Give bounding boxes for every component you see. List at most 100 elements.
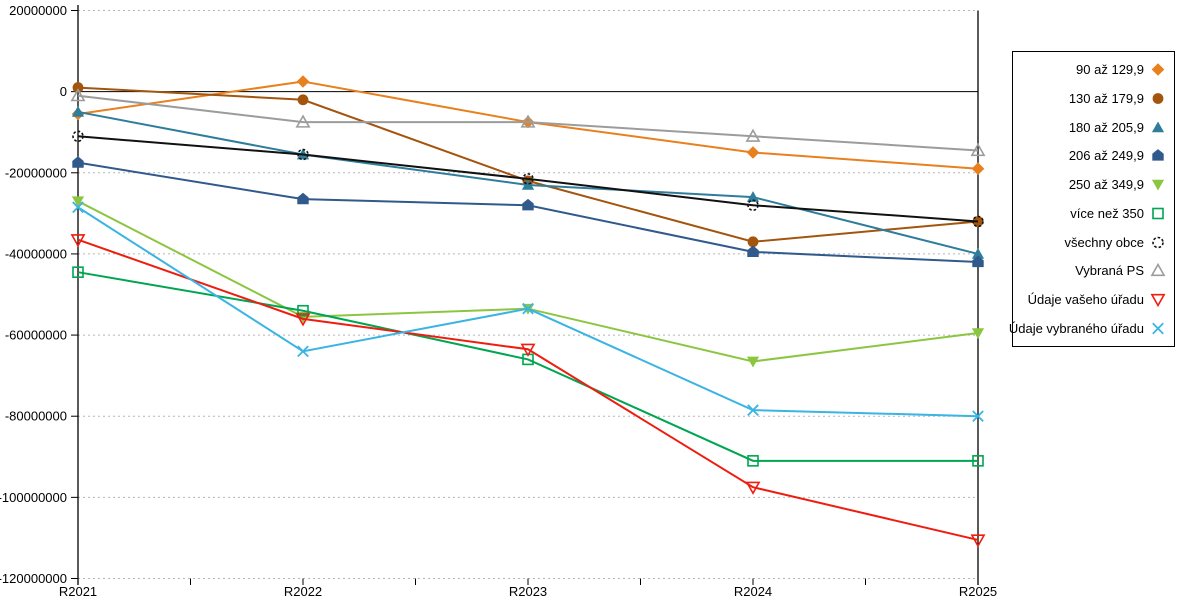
legend-marker-triangle-up-icon (1150, 263, 1166, 277)
marker-triangle-down (520, 343, 536, 357)
marker-pentagon (297, 192, 309, 205)
legend-item: Vybraná PS (1019, 263, 1166, 278)
marker-square (1152, 207, 1164, 220)
marker-triangle-down (1151, 179, 1165, 191)
legend-marker-x-icon (1152, 322, 1164, 335)
marker-triangle-up (71, 105, 85, 117)
marker-triangle-up (70, 88, 86, 102)
marker-circle (1152, 236, 1164, 248)
marker-circle (72, 130, 84, 143)
legend-item: 90 až 129,9 (1019, 62, 1166, 77)
marker-circle (522, 173, 534, 185)
legend-marker-triangle-up-icon (1151, 121, 1165, 132)
marker-triangle-up (745, 128, 761, 142)
marker-triangle-up (746, 191, 760, 202)
legend-item: 250 až 349,9 (1019, 177, 1166, 192)
marker-diamond (746, 146, 760, 159)
y-tick-label: -120000000 (0, 571, 67, 586)
legend-label: všechny obce (1064, 234, 1145, 250)
x-tick-label: R2024 (734, 584, 772, 599)
marker-circle (297, 94, 309, 106)
x-tick-label: R2021 (59, 584, 97, 599)
series-line (77, 238, 979, 541)
y-tick-label: 0 (60, 84, 67, 99)
legend-item: Údaje vybraného úřadu (1009, 321, 1166, 336)
legend-marker-diamond-icon (1151, 63, 1165, 76)
legend-item: 206 až 249,9 (1019, 148, 1166, 163)
series-line (77, 94, 979, 152)
marker-circle (747, 236, 759, 248)
marker-diamond (296, 75, 310, 88)
legend: 90 až 129,9 130 až 179,9 180 až 205,9 206 a… (1009, 51, 1175, 347)
legend-label: Vybraná PS (1075, 263, 1144, 279)
marker-triangle-up (970, 142, 986, 157)
legend-label: 130 až 179,9 (1068, 90, 1144, 106)
legend-label: více než 350 (1070, 205, 1144, 221)
marker-pentagon (972, 255, 984, 268)
marker-triangle-down (745, 481, 761, 495)
legend-label: 90 až 129,9 (1076, 62, 1144, 77)
marker-x (522, 302, 534, 315)
legend-label: 180 až 205,9 (1068, 119, 1144, 135)
marker-triangle-up (971, 247, 985, 259)
marker-square (297, 304, 309, 317)
series-line (77, 271, 978, 462)
legend-marker-square-icon (1152, 207, 1164, 220)
legend-marker-triangle-down-icon (1151, 179, 1165, 191)
marker-pentagon (72, 156, 84, 168)
marker-triangle-down (970, 534, 986, 548)
legend-label: Údaje vašeho úřadu (1027, 292, 1144, 308)
marker-x (1152, 322, 1164, 335)
legend-item: 180 až 205,9 (1019, 120, 1166, 135)
y-tick-label: -20000000 (5, 165, 67, 180)
legend-item: Údaje vašeho úřadu (1019, 292, 1166, 308)
marker-diamond (971, 162, 985, 176)
marker-triangle-up (1151, 121, 1165, 132)
marker-triangle-down (70, 234, 86, 248)
marker-circle (297, 148, 309, 161)
marker-triangle-up (1150, 263, 1166, 277)
marker-x (747, 404, 759, 416)
marker-pentagon (522, 198, 534, 211)
marker-triangle-down (1150, 294, 1166, 308)
legend-item: více než 350 (1019, 206, 1166, 221)
marker-circle (972, 215, 984, 228)
legend-marker-circle-icon (1152, 92, 1164, 104)
legend-marker-triangle-down-icon (1150, 294, 1166, 308)
series-line (77, 200, 979, 363)
marker-triangle-up (295, 114, 311, 128)
marker-x (72, 201, 84, 214)
marker-triangle-down (746, 356, 760, 368)
legend-marker-circle-icon (1152, 236, 1164, 248)
marker-circle (72, 82, 84, 93)
x-tick-label: R2023 (509, 584, 547, 599)
legend-label: 206 až 249,9 (1068, 148, 1144, 164)
marker-pentagon (1152, 149, 1164, 161)
y-tick-label: -100000000 (0, 490, 67, 505)
legend-label: 250 až 349,9 (1068, 177, 1144, 193)
legend-marker-pentagon-icon (1152, 149, 1164, 161)
y-tick-label: -40000000 (5, 246, 67, 261)
marker-triangle-down (295, 313, 311, 327)
marker-triangle-up (520, 114, 536, 128)
marker-diamond (1151, 63, 1165, 76)
x-tick-label: R2022 (284, 584, 322, 599)
marker-x (972, 410, 984, 423)
y-tick-label: -60000000 (5, 328, 67, 343)
marker-triangle-down (71, 196, 85, 208)
legend-label: Údaje vybraného úřadu (1008, 320, 1144, 336)
marker-circle (747, 199, 759, 212)
marker-x (297, 345, 309, 358)
marker-triangle-up (521, 178, 535, 190)
marker-triangle-down (971, 328, 985, 340)
marker-pentagon (747, 245, 759, 257)
x-tick-label: R2025 (959, 584, 997, 599)
marker-circle (1152, 92, 1164, 104)
y-tick-label: 20000000 (9, 3, 67, 18)
legend-item: všechny obce (1019, 235, 1166, 250)
series-line (77, 135, 979, 223)
legend-item: 130 až 179,9 (1019, 91, 1166, 106)
marker-square (747, 455, 759, 467)
